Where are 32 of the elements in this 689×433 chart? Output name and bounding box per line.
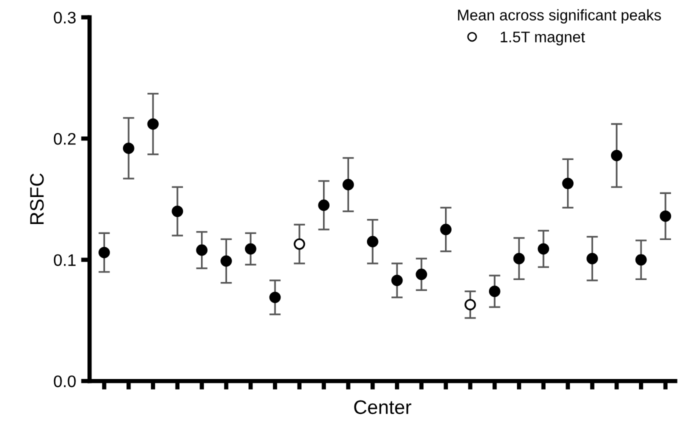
point	[196, 244, 208, 256]
legend-title: Mean across significant peaks	[458, 9, 661, 24]
x-axis-title: Center	[354, 400, 412, 414]
point	[562, 178, 574, 190]
y-tick-label: 0.2	[54, 132, 76, 145]
point	[172, 206, 184, 217]
point	[220, 255, 232, 267]
point	[318, 200, 330, 211]
point	[244, 243, 256, 255]
point	[416, 268, 428, 280]
legend-label: 1.5T magnet	[500, 32, 585, 46]
y-tick-label: 0.1	[54, 254, 76, 266]
point	[660, 210, 672, 222]
point	[586, 252, 598, 264]
point	[342, 178, 354, 190]
point	[610, 150, 622, 162]
point	[538, 243, 550, 255]
point	[513, 252, 525, 264]
point	[488, 286, 500, 298]
point	[98, 246, 110, 258]
point	[391, 274, 403, 286]
point	[294, 238, 306, 250]
point	[635, 254, 647, 266]
point	[366, 236, 378, 248]
point	[122, 142, 134, 154]
y-axis-title: RSFC	[30, 173, 44, 224]
y-tick-label: 0.3	[54, 12, 76, 24]
point	[147, 118, 159, 130]
point	[440, 224, 452, 236]
y-tick-label: 0.0	[54, 375, 76, 388]
point	[464, 298, 476, 310]
point	[269, 292, 281, 304]
